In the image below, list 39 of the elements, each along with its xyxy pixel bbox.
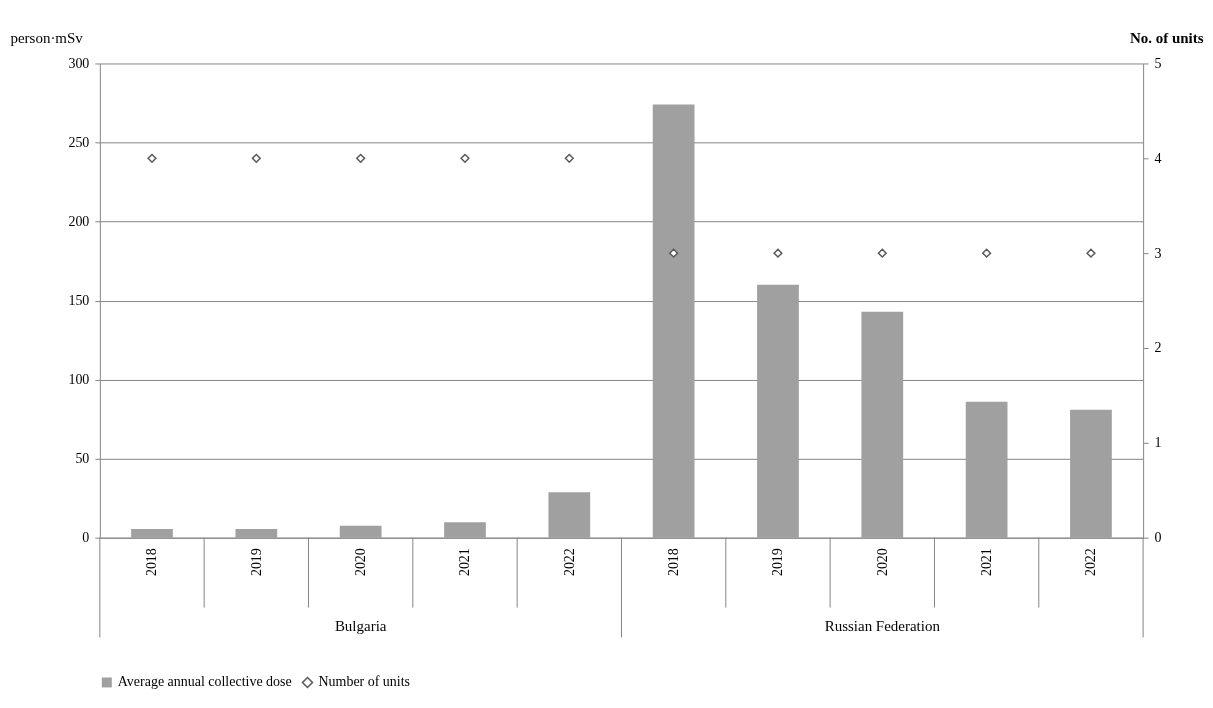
- y2-tick-label: 1: [1154, 435, 1162, 451]
- y-tick-label: 300: [68, 55, 90, 71]
- x-tick-label: 2021: [979, 548, 995, 577]
- y2-tick-label: 4: [1154, 150, 1162, 166]
- x-tick-label: 2018: [666, 548, 682, 577]
- bar: [339, 525, 382, 538]
- bar: [235, 528, 278, 538]
- x-tick-label: 2022: [561, 548, 577, 577]
- x-tick-label: 2021: [457, 548, 473, 577]
- bar: [131, 528, 173, 538]
- bar: [1070, 409, 1112, 538]
- y-tick-label: 0: [82, 530, 90, 546]
- x-tick-label: 2020: [353, 548, 369, 577]
- y2-tick-label: 2: [1154, 340, 1162, 356]
- x-tick-label: 2020: [874, 548, 890, 577]
- y-tick-label: 50: [75, 451, 90, 467]
- x-tick-label: 2018: [144, 548, 160, 577]
- y2-axis-title: No. of units: [1129, 30, 1204, 46]
- x-tick-label: 2019: [248, 548, 264, 577]
- y2-tick-label: 5: [1154, 55, 1162, 71]
- bar: [861, 311, 904, 538]
- x-tick-label: 2019: [770, 548, 786, 577]
- y-tick-label: 100: [68, 372, 90, 388]
- y2-tick-label: 3: [1154, 245, 1162, 261]
- text: Russian Federation: [824, 617, 941, 634]
- y-axis-title: person·mSv: [10, 30, 84, 46]
- y-tick-label: 200: [68, 214, 90, 230]
- bar: [652, 104, 695, 538]
- legend-label: Average annual collective dose: [117, 674, 292, 690]
- y-tick-label: 150: [68, 293, 90, 309]
- y-tick-label: 250: [68, 135, 90, 150]
- text: Bulgaria: [334, 617, 387, 634]
- legend-label: Number of units: [318, 674, 411, 690]
- bar: [965, 401, 1008, 538]
- y2-tick-label: 0: [1154, 530, 1162, 546]
- bar: [757, 284, 799, 538]
- bar: [444, 522, 486, 538]
- x-tick-label: 2022: [1083, 548, 1099, 577]
- bar: [548, 492, 591, 538]
